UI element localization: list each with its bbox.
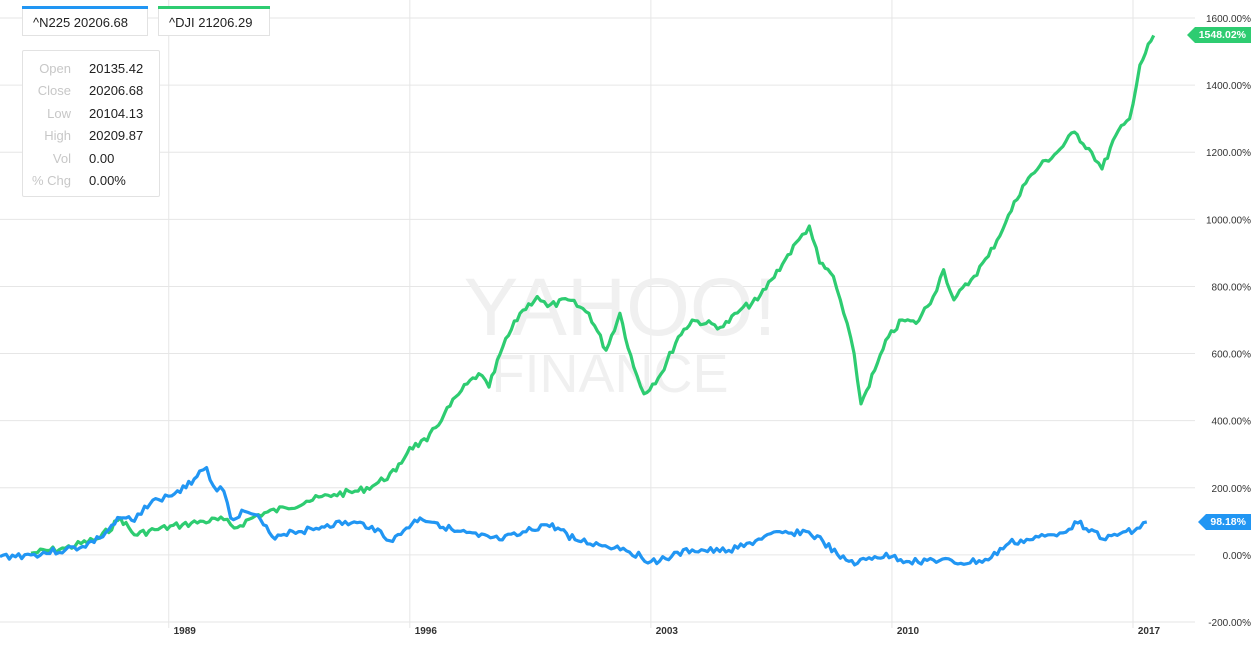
y-tick-label: 1600.00% xyxy=(1206,14,1251,25)
ohlc-row-pct-chg: % Chg 0.00% xyxy=(31,172,126,188)
tab-n225-color-bar xyxy=(22,6,148,9)
tab-n225-label: ^N225 20206.68 xyxy=(33,15,129,30)
tab-n225[interactable]: ^N225 20206.68 xyxy=(22,6,148,36)
ohlc-row-high: High 20209.87 xyxy=(44,128,144,144)
tab-dji-label: ^DJI 21206.29 xyxy=(169,15,253,30)
y-tick-label: 1000.00% xyxy=(1206,215,1251,226)
tab-dji-color-bar xyxy=(158,6,270,9)
x-tick-label: 1989 xyxy=(174,626,197,637)
watermark-finance: FINANCE xyxy=(491,344,728,404)
tab-dji[interactable]: ^DJI 21206.29 xyxy=(158,6,270,36)
series-line-dji xyxy=(30,34,1156,555)
y-tick-label: 0.00% xyxy=(1223,551,1251,562)
x-tick-label: 2017 xyxy=(1138,626,1161,637)
ohlc-row-low: Low 20104.13 xyxy=(47,105,144,121)
ohlc-row-open: Open 20135.42 xyxy=(39,61,144,76)
y-tick-label: 400.00% xyxy=(1212,417,1252,428)
n225-end-value-badge: 98.18% xyxy=(1198,513,1251,530)
ohlc-row-close: Close 20206.68 xyxy=(37,83,144,99)
x-tick-label: 1996 xyxy=(415,626,438,637)
ohlc-panel: Open 20135.42 Close 20206.68 Low 20104.13 H… xyxy=(22,50,160,197)
watermark-yahoo: YAHOO! xyxy=(464,262,777,353)
series-line-n225 xyxy=(0,466,1148,567)
y-tick-label: 600.00% xyxy=(1212,350,1252,361)
y-tick-label: 1400.00% xyxy=(1206,81,1251,92)
y-tick-label: 200.00% xyxy=(1212,484,1252,495)
ohlc-row-vol: Vol 0.00 xyxy=(52,150,115,166)
dji-end-value-badge: 1548.02% xyxy=(1186,27,1251,44)
x-tick-label: 2010 xyxy=(897,626,920,637)
y-tick-label: -200.00% xyxy=(1208,618,1251,629)
y-tick-label: 800.00% xyxy=(1212,282,1252,293)
x-tick-label: 2003 xyxy=(656,626,679,637)
y-tick-label: 1200.00% xyxy=(1206,148,1251,159)
